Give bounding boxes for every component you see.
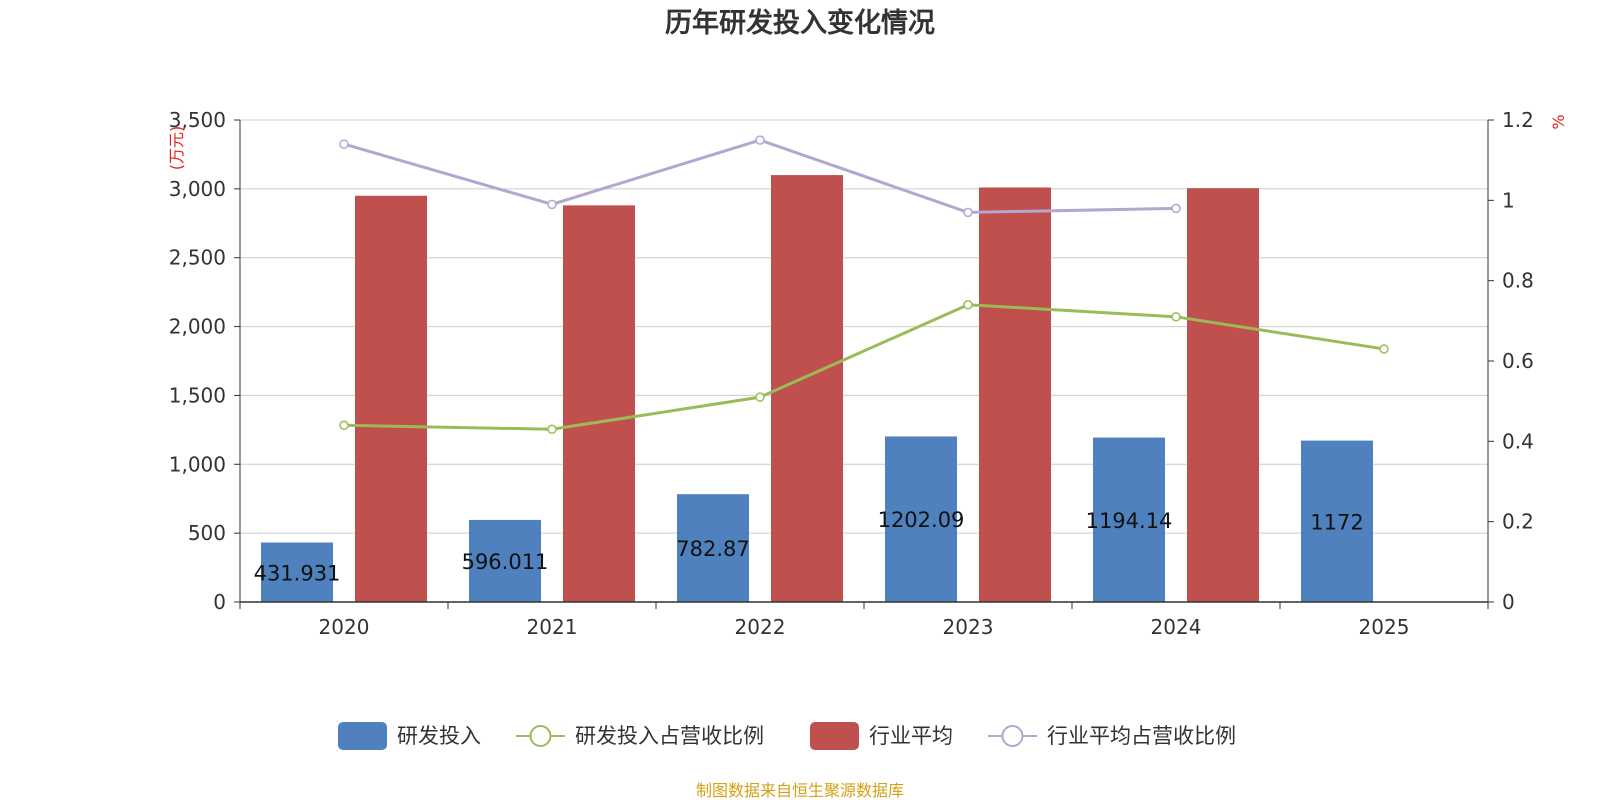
series-line-1 (343, 303, 1385, 431)
x-tick-label: 2022 (735, 615, 786, 639)
legend-item[interactable]: 行业平均 (810, 722, 953, 750)
line-point (547, 199, 557, 210)
bar-industry (979, 187, 1051, 603)
bar-rd (1301, 440, 1373, 602)
x-tick-label: 2023 (943, 615, 994, 639)
bar-rd (885, 436, 957, 602)
left-tick-label: 3,500 (169, 108, 226, 132)
lines (339, 135, 1389, 435)
line-point (547, 424, 557, 435)
bar-value-label: 431.931 (254, 561, 341, 585)
legend-label: 行业平均 (869, 724, 953, 748)
legend-item[interactable]: 研发投入 (338, 722, 481, 750)
bar-value-label: 596.011 (462, 550, 549, 574)
legend-label: 研发投入占营收比例 (575, 724, 764, 748)
bar-rd (1093, 437, 1165, 602)
line-point (1379, 344, 1389, 354)
bar-rd (261, 542, 333, 602)
bars (261, 175, 1373, 603)
bar-rd (677, 494, 749, 602)
legend-marker (529, 725, 552, 747)
bar-industry (563, 205, 635, 602)
left-tick-label: 500 (188, 521, 226, 545)
left-tick-label: 1,000 (169, 452, 226, 476)
line-point (339, 420, 349, 431)
legend-swatch (810, 722, 859, 750)
x-tick-label: 2021 (527, 615, 578, 639)
left-tick-label: 0 (213, 590, 226, 614)
line-point (755, 392, 765, 402)
right-axis-unit: % (1549, 114, 1568, 129)
x-tick-label: 2020 (319, 615, 370, 639)
line-point (1171, 203, 1181, 214)
line-point (963, 300, 973, 310)
line-point (963, 207, 973, 218)
bar-industry (355, 195, 427, 602)
left-tick-label: 2,000 (169, 315, 226, 339)
bar-industry (1187, 188, 1259, 602)
line-point (339, 139, 349, 149)
series-line-3 (343, 138, 1177, 214)
legend-label: 研发投入 (397, 724, 481, 748)
bar-value-label: 1172 (1310, 510, 1363, 534)
legend-marker (1001, 725, 1024, 747)
bar-value-label: 1194.14 (1086, 509, 1173, 533)
right-tick-label: 0.8 (1502, 269, 1534, 293)
left-axis-unit: (万元) (167, 126, 186, 171)
axes: 0 500 1,000 1,500 2,000 2,500 3,000 3,500 0 0.2 0.… (167, 108, 1568, 639)
line-point (755, 135, 765, 145)
chart-title: 历年研发投入变化情况 (665, 7, 935, 39)
right-tick-label: 1 (1502, 188, 1515, 212)
legend-label: 行业平均占营收比例 (1047, 724, 1236, 748)
bar-value-label: 782.87 (676, 537, 749, 561)
left-tick-label: 3,000 (169, 177, 226, 201)
source-note: 制图数据来自恒生聚源数据库 (696, 781, 904, 800)
legend[interactable]: 研发投入 研发投入占营收比例 行业平均 行业平均占营收比例 (338, 722, 1236, 750)
x-tick-label: 2024 (1151, 615, 1202, 639)
left-tick-label: 1,500 (169, 383, 226, 407)
bar-rd (469, 519, 541, 602)
right-tick-label: 0.4 (1502, 429, 1534, 453)
legend-swatch (338, 722, 387, 750)
line-point (1171, 312, 1181, 322)
legend-item[interactable]: 行业平均占营收比例 (988, 724, 1236, 748)
right-tick-label: 0 (1502, 590, 1515, 614)
data-labels: 431.931 596.011 782.87 1202.09 1194.14 1172 (254, 508, 1364, 585)
x-tick-label: 2025 (1359, 615, 1410, 639)
right-tick-label: 1.2 (1502, 108, 1534, 132)
legend-item[interactable]: 研发投入占营收比例 (516, 724, 764, 748)
grid-lines (240, 119, 1488, 534)
right-tick-label: 0.6 (1502, 349, 1534, 373)
left-tick-label: 2,500 (169, 246, 226, 270)
bar-value-label: 1202.09 (878, 508, 965, 532)
right-tick-label: 0.2 (1502, 510, 1534, 534)
